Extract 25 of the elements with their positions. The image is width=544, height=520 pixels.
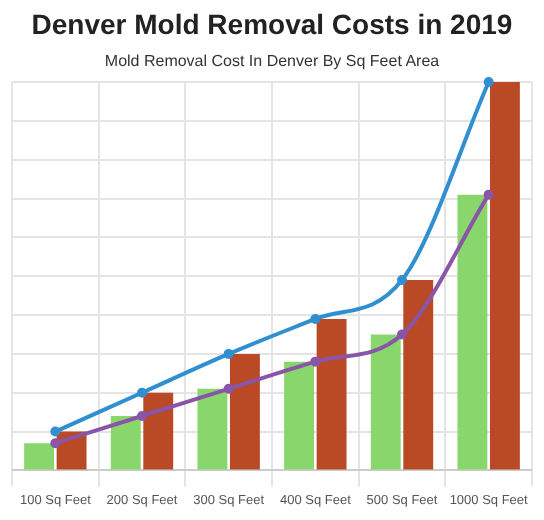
bar <box>197 388 228 470</box>
point <box>310 313 321 324</box>
point <box>397 329 407 340</box>
point <box>397 275 407 286</box>
bar <box>229 353 260 470</box>
bar <box>316 318 347 470</box>
point <box>50 426 61 437</box>
bar <box>403 280 434 470</box>
bar <box>143 392 174 470</box>
point <box>223 348 234 359</box>
point <box>223 383 234 394</box>
point <box>483 77 494 87</box>
point <box>137 387 147 398</box>
bar <box>284 361 315 470</box>
chart-subtitle: Mold Removal Cost In Denver By Sq Feet Area <box>102 52 442 70</box>
bar <box>489 82 520 470</box>
bar <box>370 334 401 470</box>
bar <box>110 416 141 470</box>
point <box>310 356 321 367</box>
point <box>137 411 147 422</box>
bar <box>457 194 488 470</box>
chart-title: Denver Mold Removal Costs in 2019 <box>29 8 515 40</box>
point <box>50 438 61 449</box>
bar <box>24 443 55 470</box>
point <box>483 189 494 200</box>
